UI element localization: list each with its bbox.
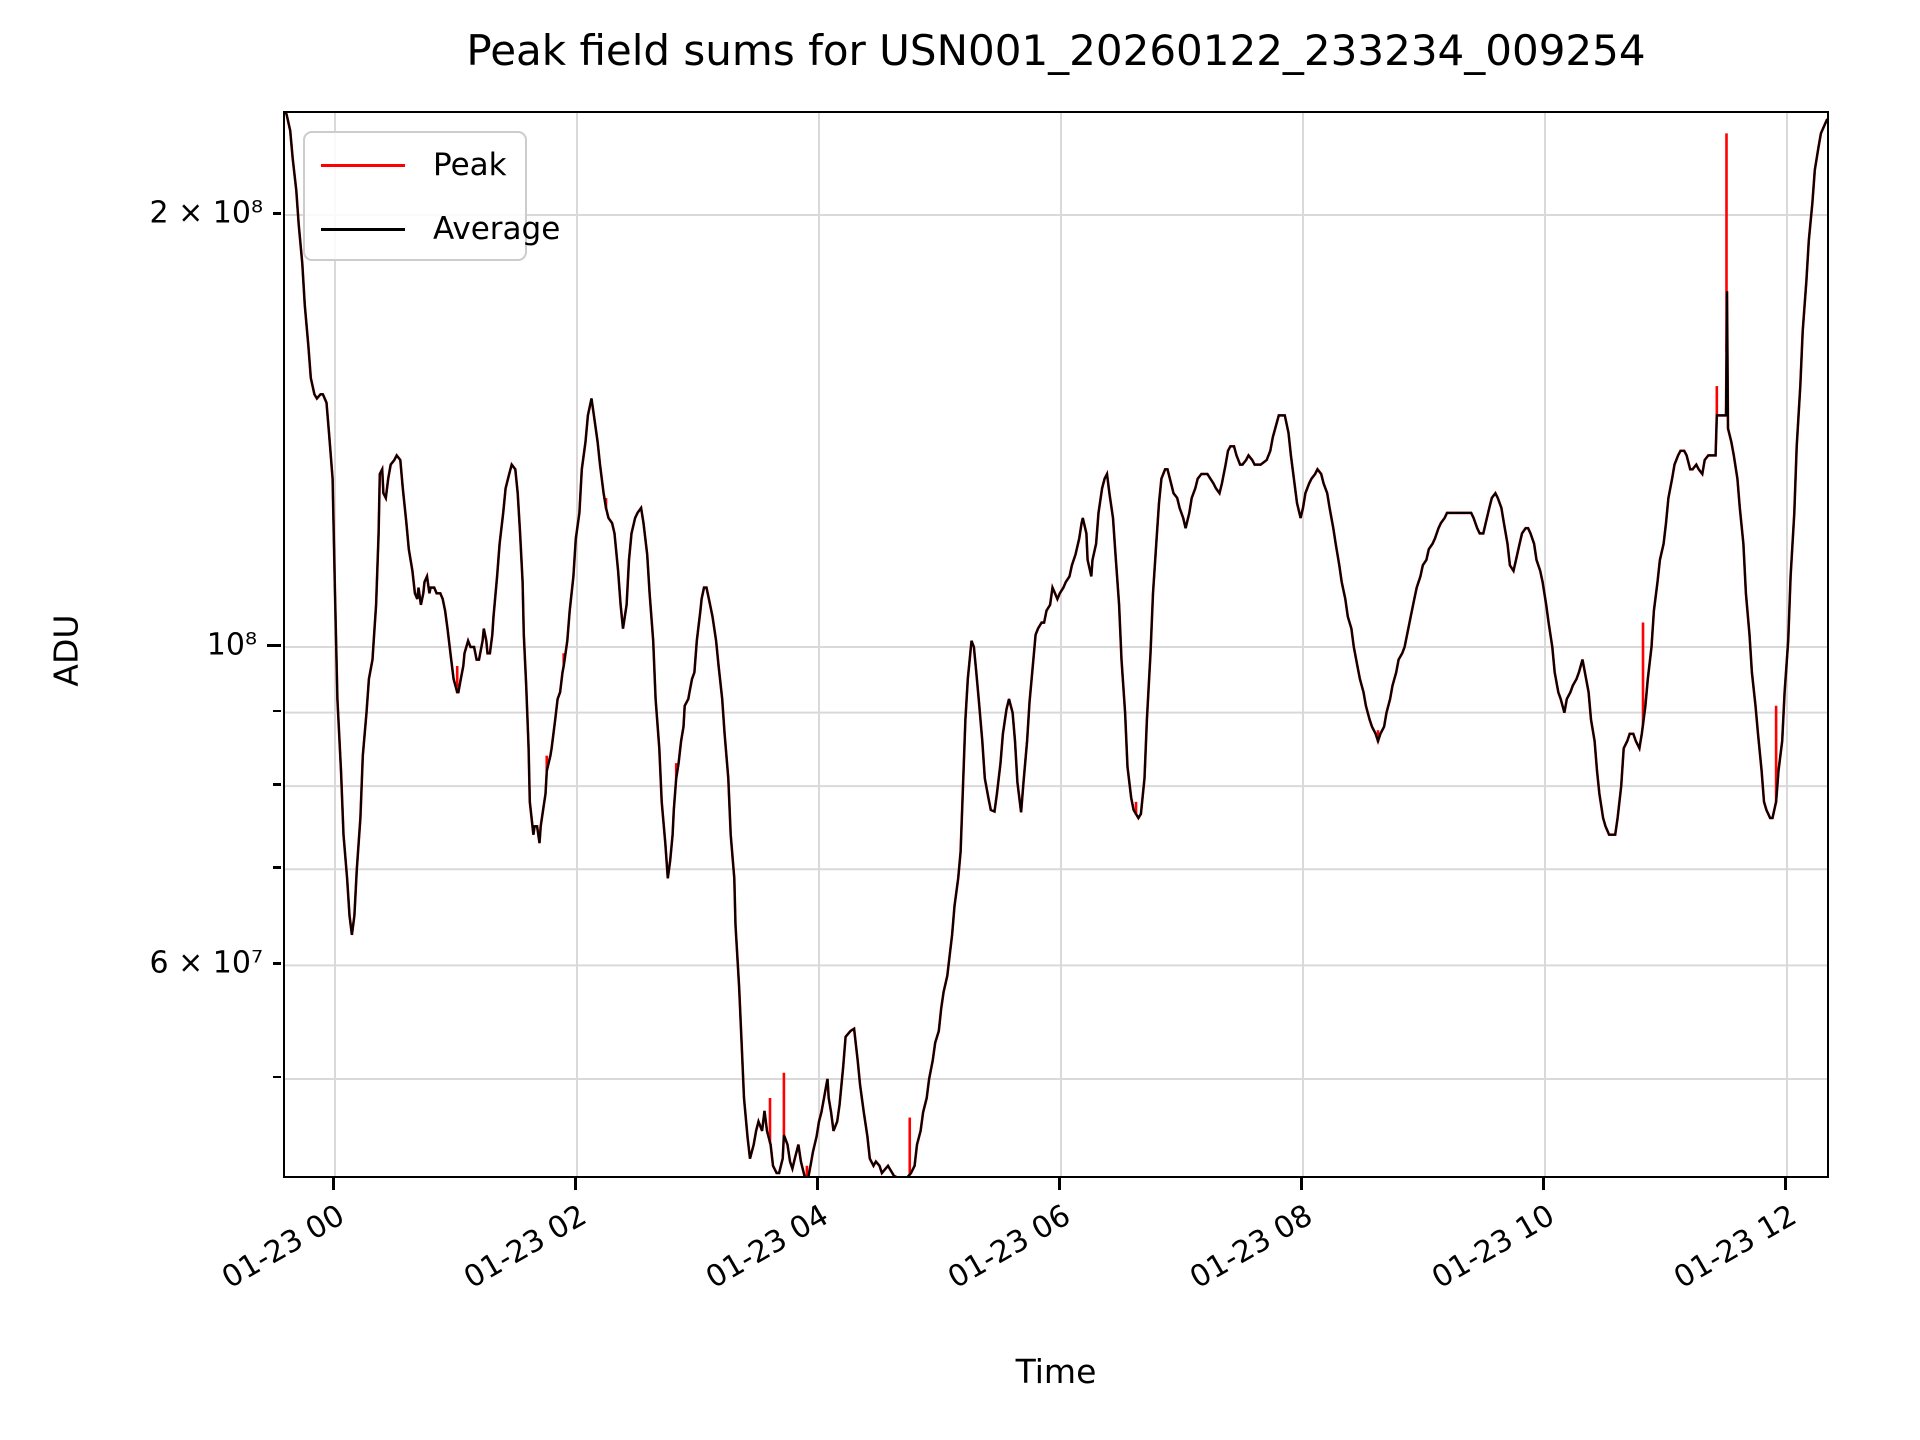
x-tickmark — [1784, 1176, 1787, 1190]
x-tickmark — [1300, 1176, 1303, 1190]
x-tick-label: 01-23 10 — [1426, 1198, 1561, 1296]
plot-canvas — [285, 113, 1827, 1176]
x-axis-label: Time — [1015, 1352, 1097, 1391]
x-tickmark — [574, 1176, 577, 1190]
y-tickmark — [273, 709, 281, 713]
peak-line-sample — [321, 164, 405, 167]
y-tickmark — [273, 962, 281, 965]
x-tickmark — [332, 1176, 335, 1190]
x-tickmark — [1058, 1176, 1061, 1190]
x-tick-label: 01-23 12 — [1668, 1198, 1803, 1296]
plot-area — [283, 111, 1829, 1178]
y-tick-label: 2 × 10⁸ — [149, 195, 264, 231]
x-tick-label: 01-23 02 — [458, 1198, 593, 1296]
y-axis-label: ADU — [46, 614, 86, 687]
x-tick-label: 01-23 06 — [942, 1198, 1077, 1296]
y-tickmark — [273, 866, 281, 869]
legend-label-average: Average — [433, 211, 561, 247]
y-tickmark — [267, 644, 281, 647]
y-tick-label: 6 × 10⁷ — [149, 945, 264, 981]
x-tickmark — [1542, 1176, 1545, 1190]
y-tickmark — [273, 783, 281, 786]
y-tick-label: 10⁸ — [206, 627, 257, 663]
average-line-sample — [321, 228, 405, 231]
x-tick-label: 01-23 00 — [216, 1198, 351, 1296]
legend: Peak Average — [303, 131, 560, 261]
average-series-line — [285, 113, 1827, 1176]
peak-series-line — [285, 113, 1827, 1176]
legend-entry-peak: Peak — [305, 147, 525, 183]
legend-label-peak: Peak — [433, 147, 507, 183]
x-tick-label: 01-23 04 — [700, 1198, 835, 1296]
x-tickmark — [816, 1176, 819, 1190]
x-tick-label: 01-23 08 — [1184, 1198, 1319, 1296]
y-tickmark — [273, 1075, 281, 1079]
legend-entry-average: Average — [305, 211, 560, 247]
chart-title: Peak field sums for USN001_20260122_2332… — [466, 26, 1646, 75]
y-tickmark — [273, 212, 281, 215]
